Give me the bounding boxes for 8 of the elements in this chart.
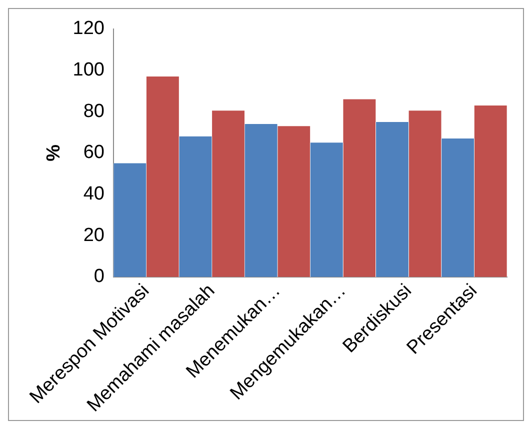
y-tick-label: 20 bbox=[83, 224, 104, 246]
y-tick-label: 60 bbox=[83, 142, 104, 164]
y-tick-label: 120 bbox=[72, 18, 104, 40]
y-tick-label: 40 bbox=[83, 184, 104, 205]
y-tick-label: 100 bbox=[72, 60, 104, 81]
y-tick-label: 80 bbox=[83, 100, 104, 122]
y-axis-title: % bbox=[44, 144, 65, 162]
y-tick-label: 0 bbox=[94, 266, 104, 288]
